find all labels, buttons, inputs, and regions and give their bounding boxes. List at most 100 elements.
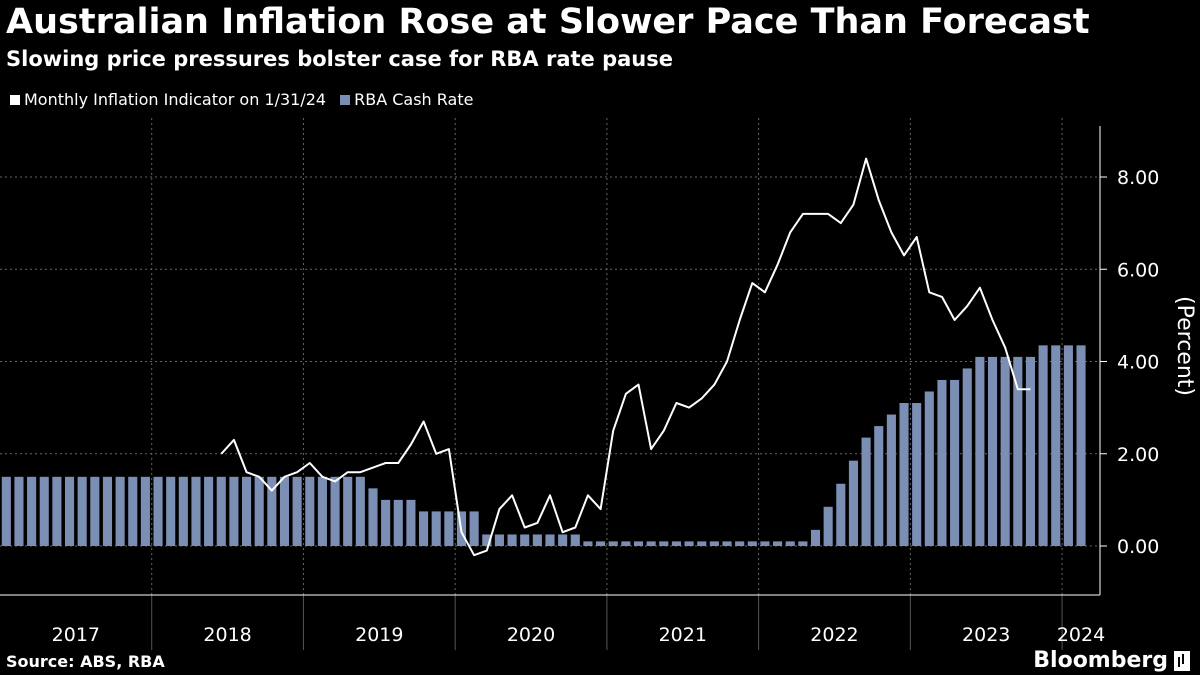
cash-rate-bar (431, 511, 441, 546)
cash-rate-bar (355, 476, 365, 546)
cash-rate-bar (962, 368, 972, 546)
cash-rate-bar (229, 476, 239, 546)
cash-rate-bar (317, 476, 327, 546)
brand-logo: Bloomberg (1033, 648, 1190, 673)
y-tick-label: 8.00 (1117, 167, 1159, 189)
x-tick-label: 2023 (962, 624, 1010, 646)
cash-rate-bar (1025, 356, 1036, 546)
y-tick-label: 0.00 (1117, 536, 1159, 558)
y-axis-label: (Percent) (1172, 296, 1197, 396)
x-tick-label: 2022 (810, 624, 858, 646)
grid (0, 118, 1100, 595)
legend-swatch-cash-rate (340, 94, 351, 105)
inflation-series-line (220, 157, 1031, 557)
cash-rate-bar (102, 476, 113, 546)
cash-rate-bar (596, 541, 606, 546)
cash-rate-bar (735, 541, 745, 546)
cash-rate-bar (393, 499, 403, 546)
cash-rate-bar (305, 476, 315, 546)
cash-rate-bar (924, 391, 934, 546)
source-note: Source: ABS, RBA (6, 652, 165, 671)
cash-rate-bar (330, 476, 340, 546)
cash-rate-bar (494, 534, 504, 546)
cash-rate-bar (583, 541, 593, 546)
cash-rate-bar (1063, 345, 1073, 546)
cash-rate-bar (659, 541, 669, 546)
cash-rate-bar (1, 476, 11, 546)
cash-rate-bar (861, 437, 871, 546)
cash-rate-bar (671, 541, 681, 546)
brand-name: Bloomberg (1033, 648, 1168, 673)
cash-rate-bar (810, 529, 821, 546)
cash-rate-bar (558, 534, 568, 546)
cash-rate-bars (1, 345, 1086, 546)
cash-rate-bar (469, 511, 479, 546)
y-tick-label: 2.00 (1117, 444, 1159, 466)
cash-rate-bar (128, 476, 138, 546)
cash-rate-bar (874, 426, 884, 546)
cash-rate-bar (773, 541, 783, 546)
x-tick-label: 2021 (659, 624, 707, 646)
x-tick-label: 2019 (355, 624, 403, 646)
legend-item-inflation: Monthly Inflation Indicator on 1/31/24 (10, 90, 326, 109)
cash-rate-bar (532, 534, 542, 546)
cash-rate-bar (760, 541, 770, 546)
cash-rate-bar (115, 476, 125, 546)
cash-rate-bar (140, 476, 150, 546)
cash-rate-bar (545, 534, 555, 546)
cash-rate-bar (798, 541, 808, 546)
cash-rate-bar (191, 476, 201, 546)
cash-rate-bar (64, 476, 75, 546)
x-tick-label: 2020 (507, 624, 555, 646)
cash-rate-bar (709, 541, 719, 546)
cash-rate-bar (937, 379, 947, 546)
cash-rate-bar (1038, 345, 1048, 546)
cash-rate-bar (684, 541, 694, 546)
cash-rate-bar (52, 476, 62, 546)
cash-rate-bar (178, 476, 188, 546)
cash-rate-bar (381, 499, 391, 546)
cash-rate-bar (279, 476, 290, 546)
cash-rate-bar (747, 541, 757, 546)
chart-subtitle: Slowing price pressures bolster case for… (6, 47, 673, 71)
cash-rate-bar (836, 483, 846, 546)
cash-rate-bar (77, 476, 87, 546)
cash-rate-bar (14, 476, 24, 546)
cash-rate-bar (204, 476, 214, 546)
cash-rate-bar (697, 541, 707, 546)
cash-rate-bar (27, 476, 37, 546)
legend-label-cash-rate: RBA Cash Rate (354, 90, 474, 109)
cash-rate-bar (633, 541, 644, 546)
cash-rate-bar (254, 476, 264, 546)
cash-rate-bar (153, 476, 163, 546)
cash-rate-bar (368, 488, 378, 546)
cash-rate-bar (267, 476, 277, 546)
cash-rate-bar (444, 511, 454, 546)
inflation-line (220, 157, 1031, 557)
cash-rate-bar (292, 476, 302, 546)
cash-rate-bar (1076, 345, 1086, 546)
cash-rate-bar (520, 534, 530, 546)
chart-title: Australian Inflation Rose at Slower Pace… (6, 2, 1090, 42)
cash-rate-bar (343, 476, 353, 546)
cash-rate-bar (39, 476, 49, 546)
cash-rate-bar (242, 476, 252, 546)
cash-rate-bar (419, 511, 429, 546)
cash-rate-bar (987, 356, 998, 546)
y-tick-label: 4.00 (1117, 352, 1159, 374)
cash-rate-bar (166, 476, 176, 546)
y-tick-label: 6.00 (1117, 259, 1159, 281)
cash-rate-bar (899, 403, 909, 546)
legend-label-inflation: Monthly Inflation Indicator on 1/31/24 (24, 90, 327, 109)
cash-rate-bar (785, 541, 795, 546)
axes: 8.00 6.00 4.00 2.00 0.00 2017 2018 2019 2020 2021… (0, 126, 1159, 650)
cash-rate-bar (216, 476, 226, 546)
cash-rate-bar (570, 534, 580, 546)
cash-rate-bar (646, 541, 656, 546)
cash-rate-bar (1051, 345, 1061, 546)
legend-swatch-inflation (10, 94, 20, 105)
cash-rate-bar (975, 356, 985, 546)
x-tick-label: 2018 (203, 624, 251, 646)
cash-rate-bar (608, 541, 618, 546)
